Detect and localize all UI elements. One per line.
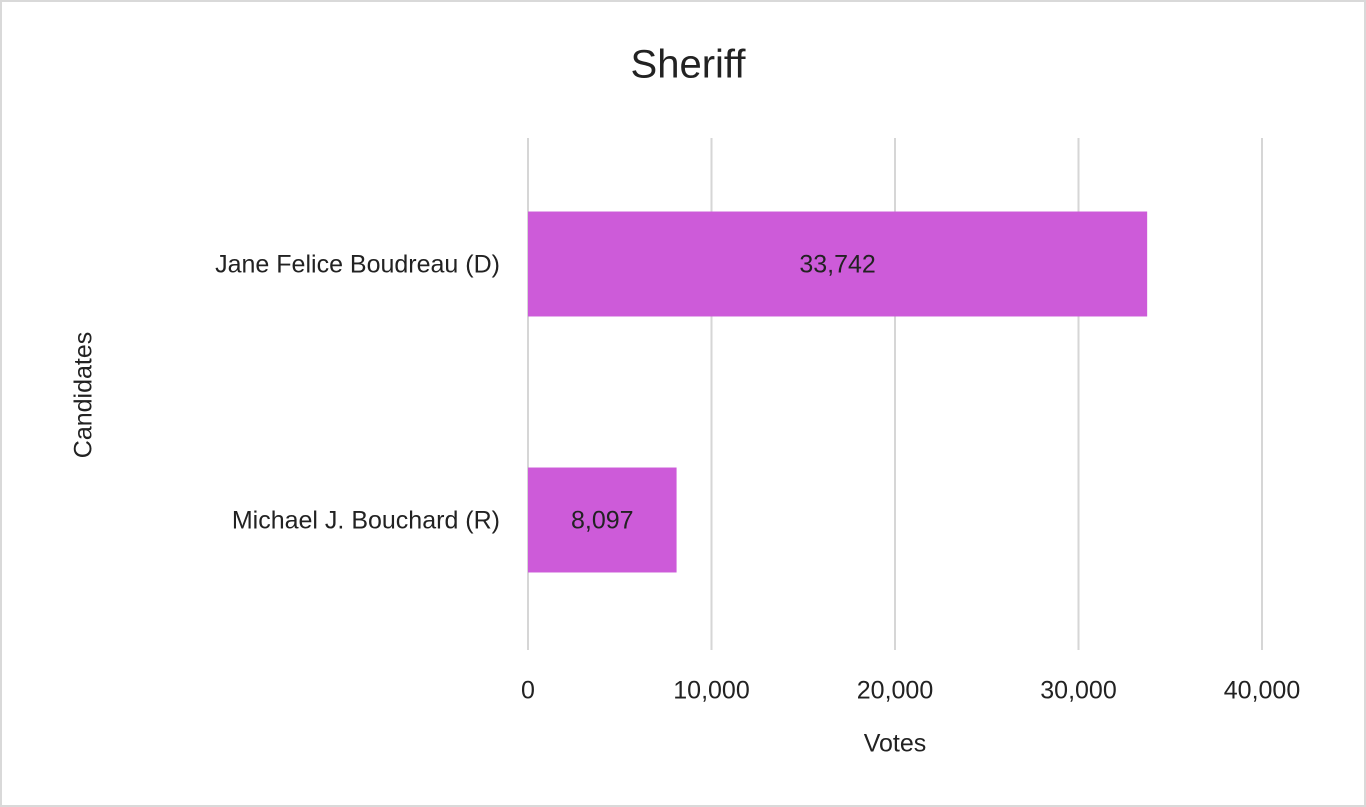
data-label: 8,097 — [571, 507, 634, 535]
data-label: 33,742 — [799, 251, 875, 279]
x-axis-label: Votes — [864, 730, 927, 758]
x-tick-label: 40,000 — [1224, 677, 1300, 705]
x-tick-label: 0 — [521, 677, 535, 705]
bar — [528, 211, 1148, 317]
y-tick-label: Jane Felice Boudreau (D) — [215, 251, 500, 279]
y-tick-label: Michael J. Bouchard (R) — [232, 507, 500, 535]
bar — [528, 467, 677, 573]
x-tick-label: 20,000 — [857, 677, 933, 705]
x-tick-label: 30,000 — [1040, 677, 1116, 705]
y-axis-label: Candidates — [70, 332, 98, 458]
chart-title: Sheriff — [631, 43, 747, 87]
x-tick-label: 10,000 — [673, 677, 749, 705]
